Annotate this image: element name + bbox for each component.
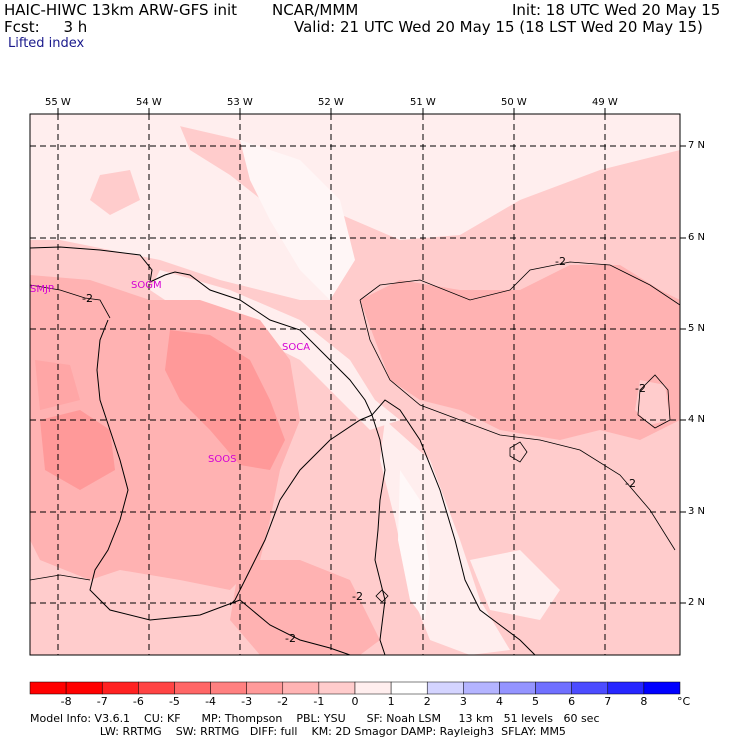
colorbar-segment [65, 681, 103, 695]
contour-label: -2 [555, 255, 566, 268]
colorbar-segment [318, 681, 356, 695]
colorbar-tick-label: 4 [496, 695, 503, 708]
colorbar-tick-label: 8 [640, 695, 647, 708]
lifted-index-field [30, 114, 680, 655]
colorbar-segment [29, 681, 67, 695]
colorbar-tick-label: 1 [388, 695, 395, 708]
field-light-north [30, 114, 680, 240]
model-info-line2: LW: RRTMG SW: RRTMG DIFF: full KM: 2D Sm… [30, 725, 566, 738]
axis-ticks [57, 108, 686, 604]
model-info-line1: Model Info: V3.6.1 CU: KF MP: Thompson P… [30, 712, 600, 725]
model-title: HAIC-HIWC 13km ARW-GFS init [4, 1, 238, 19]
colorbar-segment [499, 681, 536, 695]
init-time: Init: 18 UTC Wed 20 May 15 [512, 1, 721, 19]
lat-label: 7 N [688, 140, 706, 151]
colorbar-segment [101, 681, 139, 695]
field-river-core [398, 470, 430, 620]
lon-label: 51 W [410, 97, 436, 108]
lon-label: 49 W [592, 97, 618, 108]
colorbar-tick-label: -7 [97, 695, 108, 708]
colorbar-tick-label: -8 [61, 695, 72, 708]
field-light-west [30, 114, 330, 300]
colorbar-segment [463, 681, 500, 695]
field-name: Lifted index [8, 36, 85, 51]
contour-label: -2 [285, 632, 296, 645]
field-south-band [230, 560, 380, 655]
lat-label: 4 N [688, 414, 706, 425]
field-core-dark [165, 330, 285, 470]
colorbar-segment [138, 681, 175, 695]
colorbar-tick-label: 2 [424, 695, 431, 708]
lon-label: 55 W [45, 97, 71, 108]
field-amapa-band [360, 265, 680, 440]
colorbar-tick-label: 0 [352, 695, 359, 708]
contour-label-group: -2 -2 -2 -2 -2 -2 [82, 255, 646, 645]
contour-label: -2 [352, 590, 363, 603]
station-label: SOCA [282, 342, 310, 353]
colorbar-segment [535, 681, 572, 695]
lon-label: 50 W [501, 97, 527, 108]
station-label: SOOS [208, 454, 236, 465]
station-label: SMJP [30, 284, 54, 295]
valid-time: Valid: 21 UTC Wed 20 May 15 (18 LST Wed … [294, 18, 703, 36]
lat-label: 2 N [688, 597, 706, 608]
station-label-group: SMJP SOGM SOCA SOOS [30, 280, 310, 465]
contour-label: -2 [82, 292, 93, 305]
colorbar-segment [607, 681, 645, 695]
coastlines [30, 246, 536, 655]
colorbar-segment [426, 681, 464, 695]
colorbar-tick-label: 6 [568, 695, 575, 708]
colorbar-segment [571, 681, 609, 695]
lon-label: 54 W [136, 97, 162, 108]
colorbar-tick-label: -2 [277, 695, 288, 708]
lat-label: 5 N [688, 323, 706, 334]
field-west-dark [40, 410, 115, 490]
colorbar-tick-label: -4 [205, 695, 216, 708]
lat-label: 6 N [688, 232, 706, 243]
colorbar-tick-label: -3 [241, 695, 252, 708]
colorbar-segment [246, 681, 284, 695]
colorbar-tick-label: -1 [313, 695, 324, 708]
colorbar-tick-label: 5 [532, 695, 539, 708]
field-east-pocket [635, 380, 670, 425]
colorbar-segment [174, 681, 211, 695]
lat-label: 3 N [688, 506, 706, 517]
colorbar-segment [643, 681, 681, 695]
field-patch [90, 170, 140, 215]
colorbar-tick-label: 3 [460, 695, 467, 708]
lon-label: 53 W [227, 97, 253, 108]
colorbar-tick-label: -5 [169, 695, 180, 708]
organization: NCAR/MMM [272, 1, 359, 19]
colorbar: -8 -7 -6 -5 -4 -3 -2 -1 0 1 2 3 4 5 6 7 8 °C [29, 681, 691, 708]
colorbar-segment [390, 681, 428, 695]
graticule [30, 114, 680, 655]
colorbar-tick-label: 7 [604, 695, 611, 708]
contours-minus2 [30, 261, 680, 603]
lon-label: 52 W [318, 97, 344, 108]
colorbar-segment [354, 681, 392, 695]
contour-label: -2 [625, 477, 636, 490]
contour-label: -2 [635, 382, 646, 395]
colorbar-segment [282, 681, 320, 695]
station-label: SOGM [131, 280, 162, 291]
forecast-hour: Fcst: 3 h [4, 18, 88, 36]
colorbar-unit: °C [677, 695, 691, 708]
colorbar-tick-label: -6 [133, 695, 144, 708]
field-near-zero [240, 140, 355, 300]
map-frame [29, 113, 681, 656]
colorbar-segment [210, 681, 247, 695]
